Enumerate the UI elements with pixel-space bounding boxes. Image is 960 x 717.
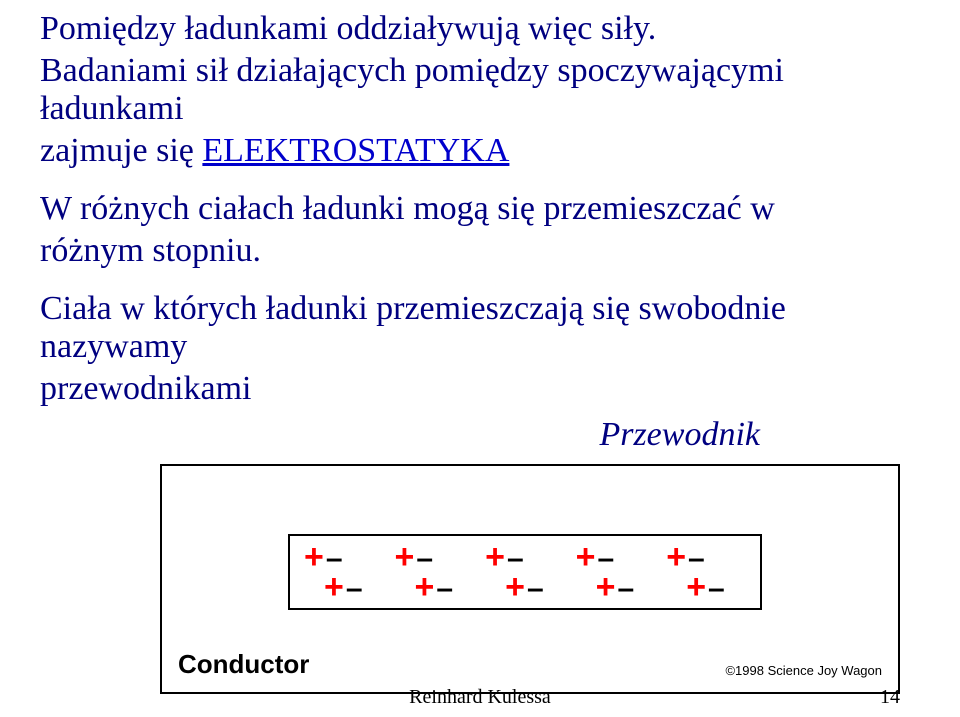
- footer-author: Reinhard Kulessa: [409, 686, 551, 708]
- paragraph-line-5: różnym stopniu.: [40, 232, 920, 270]
- paragraph-line-7: przewodnikami: [40, 370, 920, 408]
- minus-icon: –: [436, 572, 453, 605]
- minus-icon: –: [346, 572, 363, 605]
- minus-icon: –: [708, 572, 725, 605]
- paragraph-line-2: Badaniami sił działających pomiędzy spoc…: [40, 52, 920, 128]
- line3-pre: zajmuje się: [40, 132, 202, 169]
- elektrostatyka-term: ELEKTROSTATYKA: [202, 132, 509, 169]
- footer-page-number: 14: [880, 686, 900, 709]
- charge-row-2: +– +– +– +– +–: [324, 570, 725, 604]
- paragraph-line-1: Pomiędzy ładunkami oddziaływują więc sił…: [40, 10, 920, 48]
- diagram-credit: ©1998 Science Joy Wagon: [725, 663, 882, 678]
- plus-icon: +–: [596, 570, 635, 604]
- conductor-label: Conductor: [178, 649, 309, 680]
- minus-icon: –: [618, 572, 635, 605]
- plus-icon: +–: [686, 570, 725, 604]
- plus-icon: +–: [415, 570, 454, 604]
- przewodnik-label: Przewodnik: [40, 416, 920, 454]
- plus-icon: +–: [505, 570, 544, 604]
- conductor-diagram: Conductor ©1998 Science Joy Wagon +– +– …: [160, 464, 900, 694]
- minus-icon: –: [527, 572, 544, 605]
- plus-icon: +–: [324, 570, 363, 604]
- page-footer: Reinhard Kulessa 14: [0, 686, 960, 709]
- paragraph-line-3: zajmuje się ELEKTROSTATYKA: [40, 132, 920, 170]
- paragraph-line-6: Ciała w których ładunki przemieszczają s…: [40, 290, 920, 366]
- paragraph-line-4: W różnych ciałach ładunki mogą się przem…: [40, 190, 920, 228]
